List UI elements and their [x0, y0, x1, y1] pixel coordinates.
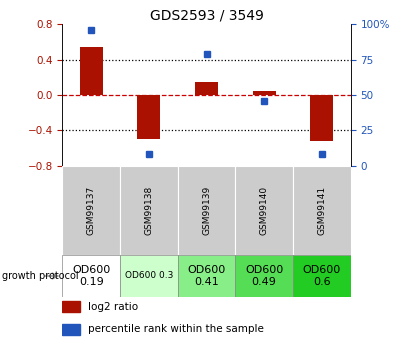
Bar [120, 166, 178, 255]
Text: growth protocol: growth protocol [2, 271, 79, 281]
Bar [178, 255, 235, 297]
Bar [195, 82, 218, 95]
Text: percentile rank within the sample: percentile rank within the sample [88, 324, 264, 334]
Bar [253, 91, 276, 95]
Bar [310, 95, 333, 141]
Bar [62, 166, 120, 255]
Text: OD600
0.49: OD600 0.49 [245, 265, 283, 287]
Text: OD600
0.19: OD600 0.19 [72, 265, 110, 287]
Bar [62, 324, 80, 335]
Text: OD600
0.6: OD600 0.6 [303, 265, 341, 287]
Bar [80, 47, 103, 95]
Bar [120, 255, 178, 297]
Text: GSM99139: GSM99139 [202, 186, 211, 235]
Bar [137, 95, 160, 139]
Text: log2 ratio: log2 ratio [88, 302, 139, 312]
Text: GSM99137: GSM99137 [87, 186, 96, 235]
Bar [178, 166, 235, 255]
Bar [62, 255, 120, 297]
Text: GSM99141: GSM99141 [317, 186, 326, 235]
Bar [62, 301, 80, 313]
Bar [293, 255, 351, 297]
Bar [235, 166, 293, 255]
Text: OD600 0.3: OD600 0.3 [125, 272, 173, 280]
Text: OD600
0.41: OD600 0.41 [187, 265, 226, 287]
Bar [293, 166, 351, 255]
Text: GSM99138: GSM99138 [144, 186, 154, 235]
Bar [235, 255, 293, 297]
Title: GDS2593 / 3549: GDS2593 / 3549 [150, 9, 264, 23]
Text: GSM99140: GSM99140 [260, 186, 269, 235]
